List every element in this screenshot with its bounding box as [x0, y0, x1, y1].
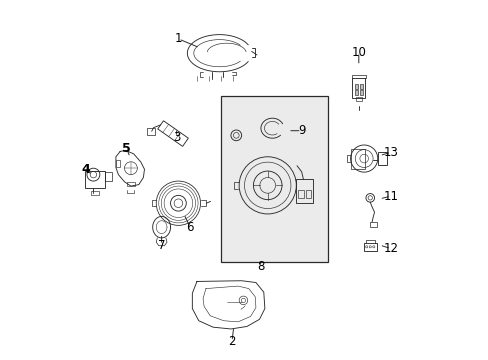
Text: 6: 6 [186, 221, 194, 234]
Text: 13: 13 [383, 146, 398, 159]
Text: 11: 11 [383, 190, 398, 203]
Bar [354, 90, 358, 95]
Bar [85, 171, 105, 188]
Text: 12: 12 [383, 242, 398, 255]
Bar [359, 90, 362, 95]
Text: 8: 8 [256, 260, 264, 273]
Text: 1: 1 [174, 32, 182, 45]
Bar [116, 160, 120, 167]
Bar [298, 190, 303, 198]
Bar [350, 149, 364, 168]
Bar [305, 190, 311, 198]
Text: 10: 10 [351, 46, 366, 59]
Bar [377, 153, 386, 165]
Text: 7: 7 [158, 239, 165, 252]
Bar [352, 78, 365, 98]
Bar [221, 96, 328, 262]
Bar [355, 97, 361, 102]
Bar [105, 172, 111, 181]
Text: 2: 2 [228, 335, 235, 348]
Bar [91, 192, 99, 195]
Bar [363, 243, 376, 251]
Bar [147, 129, 155, 135]
Bar [354, 84, 358, 89]
Bar [127, 182, 135, 186]
Bar [359, 84, 362, 89]
Bar [369, 222, 376, 227]
Bar [296, 179, 313, 203]
Text: 3: 3 [173, 131, 180, 144]
Text: 5: 5 [122, 142, 131, 155]
Text: 4: 4 [81, 163, 90, 176]
Text: 9: 9 [297, 124, 305, 137]
